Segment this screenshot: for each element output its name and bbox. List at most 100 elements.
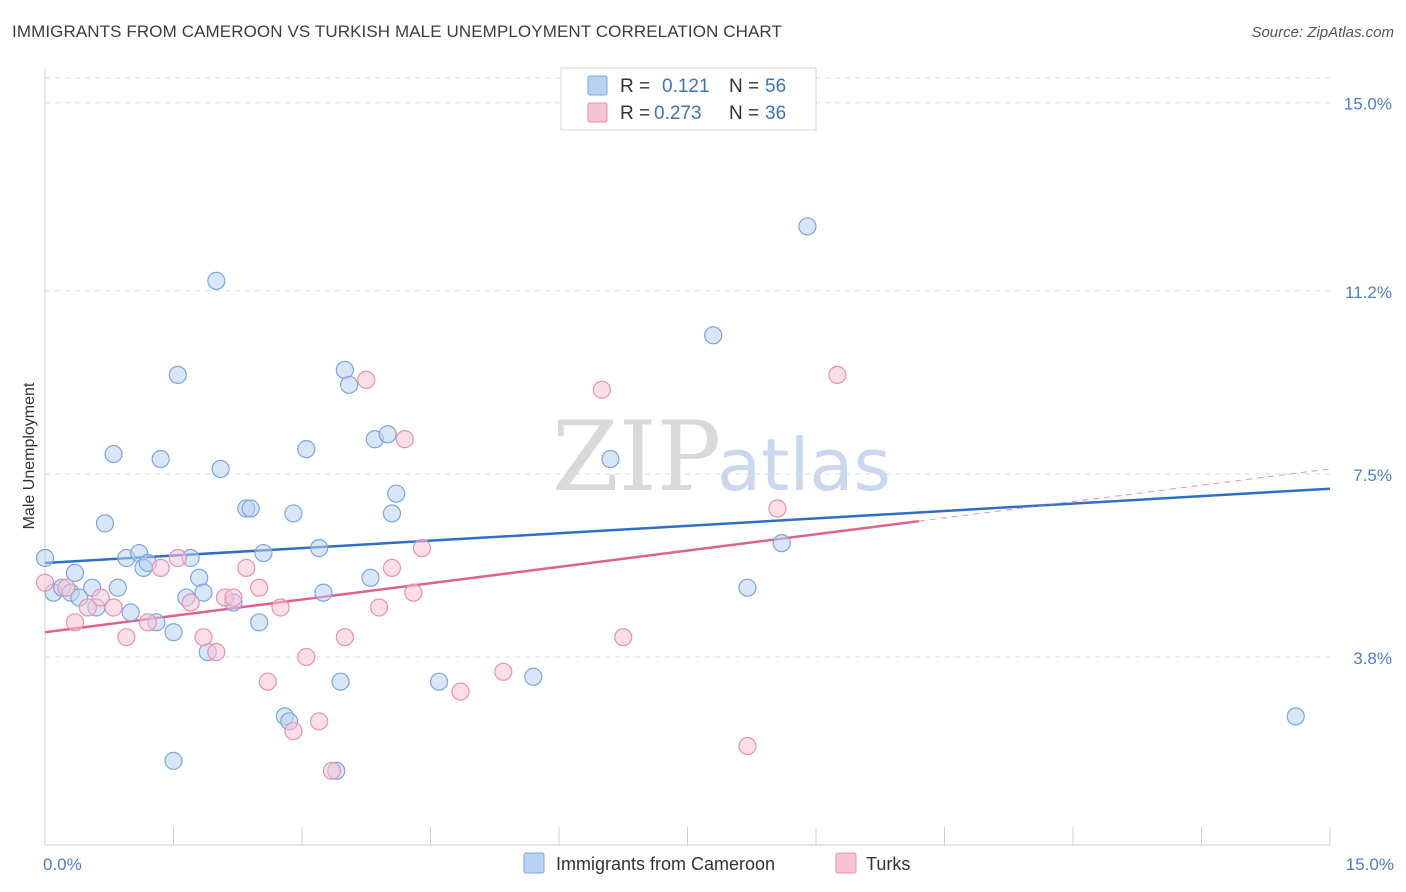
y-tick-label: 15.0% <box>1344 95 1392 114</box>
data-point-pink <box>138 613 157 632</box>
data-point-blue <box>121 603 140 622</box>
data-point-blue <box>387 484 406 503</box>
bottom-legend-swatch-pink <box>835 852 857 874</box>
data-point-blue <box>297 440 316 459</box>
data-point-pink <box>57 578 76 597</box>
trend-line-extension-pink <box>918 468 1331 522</box>
data-points <box>35 217 1305 780</box>
data-point-pink <box>614 628 633 647</box>
data-point-pink <box>207 642 226 662</box>
watermark: ZIP atlas <box>552 401 891 513</box>
data-point-pink <box>168 548 187 568</box>
data-point-pink <box>357 370 376 389</box>
data-point-blue <box>65 563 85 582</box>
legend-r-label: R = <box>620 103 650 124</box>
data-point-pink <box>78 598 97 617</box>
data-point-pink <box>451 682 470 701</box>
data-point-blue <box>254 543 273 563</box>
legend-n-label: N = <box>729 103 759 124</box>
y-tick-label: 11.2% <box>1345 283 1392 302</box>
data-point-blue <box>738 578 757 597</box>
data-point-pink <box>404 583 423 602</box>
data-point-blue <box>429 672 449 691</box>
bottom-legend-label: Immigrants from Cameroon <box>556 854 775 874</box>
data-point-blue <box>35 548 55 568</box>
chart-source: Source: ZipAtlas.com <box>1251 24 1394 41</box>
watermark-atlas: atlas <box>717 423 891 507</box>
tick-labels: 3.8% 7.5% 11.2% 15.0% 0.0% 15.0% <box>43 95 1394 874</box>
bottom-legend-label: Turks <box>866 854 910 874</box>
data-point-blue <box>168 365 187 385</box>
data-point-blue <box>1286 707 1305 726</box>
data-point-pink <box>297 647 316 667</box>
legend-swatch-blue <box>587 75 608 96</box>
data-point-blue <box>284 504 303 523</box>
x-tick-label: 15.0% <box>1346 855 1394 874</box>
data-point-blue <box>772 534 791 553</box>
data-point-blue <box>95 514 115 533</box>
data-point-blue <box>340 375 359 394</box>
axes <box>44 68 1331 846</box>
data-point-blue <box>164 751 183 770</box>
legend: R = 0.121 N = 56 R = 0.273 N = 36 <box>560 67 817 131</box>
data-point-pink <box>738 736 757 756</box>
data-point-pink <box>91 588 110 607</box>
data-point-blue <box>108 578 127 597</box>
legend-r-label: R = <box>620 76 650 97</box>
data-point-blue <box>704 326 723 345</box>
data-point-pink <box>370 598 389 617</box>
data-point-pink <box>335 628 354 647</box>
data-point-pink <box>828 365 847 385</box>
data-point-blue <box>382 504 402 523</box>
chart-title: IMMIGRANTS FROM CAMEROON VS TURKISH MALE… <box>12 22 782 41</box>
data-point-pink <box>194 628 213 647</box>
data-point-blue <box>241 499 260 518</box>
data-point-blue <box>104 444 123 464</box>
legend-r-value: 0.121 <box>662 76 710 97</box>
data-point-pink <box>258 672 277 691</box>
data-point-pink <box>592 380 611 399</box>
data-point-pink <box>310 712 329 731</box>
data-point-pink <box>104 598 123 617</box>
data-point-blue <box>250 613 269 632</box>
y-axis-label: Male Unemployment <box>21 382 38 529</box>
legend-n-value: 56 <box>765 76 786 97</box>
data-point-pink <box>224 588 243 607</box>
data-point-pink <box>181 593 200 612</box>
data-point-pink <box>494 662 513 681</box>
data-point-pink <box>412 538 432 558</box>
data-point-pink <box>65 613 85 632</box>
data-point-blue <box>314 583 333 602</box>
watermark-zip: ZIP <box>552 401 721 513</box>
data-point-pink <box>768 499 787 518</box>
data-point-pink <box>284 722 303 741</box>
data-point-pink <box>322 761 342 780</box>
legend-n-value: 36 <box>765 103 786 124</box>
data-point-blue <box>310 538 329 558</box>
data-point-blue <box>361 568 380 587</box>
legend-n-label: N = <box>729 76 759 97</box>
data-point-pink <box>237 558 256 577</box>
data-point-pink <box>151 558 170 577</box>
data-point-blue <box>524 667 543 686</box>
data-point-pink <box>395 430 414 449</box>
data-point-blue <box>194 583 213 602</box>
data-point-blue <box>151 449 170 469</box>
data-point-blue <box>378 425 397 444</box>
data-point-pink <box>382 558 402 577</box>
legend-swatch-pink <box>587 102 608 123</box>
data-point-blue <box>331 672 350 691</box>
data-point-blue <box>798 217 817 236</box>
data-point-pink <box>250 578 269 597</box>
data-point-blue <box>601 449 620 469</box>
x-tick-label: 0.0% <box>43 855 82 874</box>
data-point-blue <box>164 623 183 642</box>
y-tick-label: 3.8% <box>1353 649 1392 668</box>
data-point-pink <box>35 573 55 592</box>
bottom-legend: Immigrants from Cameroon Turks <box>523 852 910 874</box>
y-tick-label: 7.5% <box>1353 466 1392 485</box>
data-point-pink <box>117 628 136 647</box>
data-point-blue <box>211 459 230 479</box>
bottom-legend-swatch-blue <box>523 852 545 874</box>
